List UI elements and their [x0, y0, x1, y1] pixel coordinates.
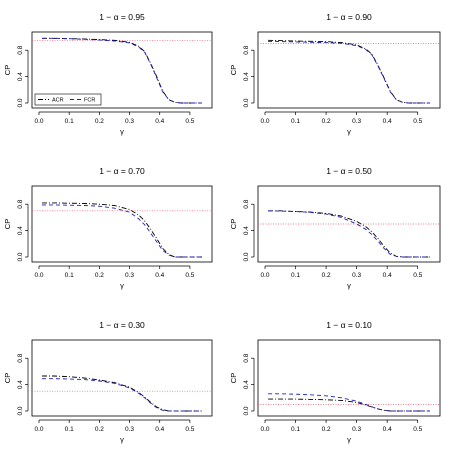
x-tick-label: 0.4: [383, 426, 392, 433]
legend-box: [34, 93, 102, 106]
x-tick-label: 0.5: [185, 118, 194, 125]
series-acr-line: [268, 39, 430, 104]
y-tick-label: 0.8: [243, 199, 250, 208]
plot-frame: [31, 31, 213, 109]
series-fcr-line: [42, 37, 202, 104]
y-tick-label: 0.4: [243, 72, 250, 81]
x-tick-label: 0.2: [95, 426, 104, 433]
y-axis-label: CP: [229, 373, 238, 383]
x-tick-label: 0.0: [260, 272, 269, 279]
x-tick-label: 0.1: [65, 426, 74, 433]
y-tick-label: 0.0: [17, 252, 24, 261]
x-tick-label: 0.0: [260, 426, 269, 433]
y-tick-label: 0.4: [243, 226, 250, 235]
panel-3: 1 − α = 0.70 0.0 0.1 0.2 0.3 0.4 0.5 γ 0.0 0.4 0.8…: [3, 166, 213, 290]
legend-label-fcr: FCR: [84, 98, 95, 104]
x-tick-label: 0.5: [185, 426, 194, 433]
x-tick-label: 0.0: [34, 272, 43, 279]
y-axis-label: CP: [3, 373, 12, 383]
x-tick-label: 0.4: [383, 272, 392, 279]
x-tick-label: 0.2: [95, 272, 104, 279]
y-tick-label: 0.8: [17, 45, 24, 54]
x-tick-label: 0.1: [291, 272, 300, 279]
series-fcr-line: [42, 378, 202, 412]
x-tick-label: 0.4: [155, 272, 164, 279]
x-tick-label: 0.2: [95, 118, 104, 125]
x-axis-label: γ: [347, 127, 351, 136]
x-tick-label: 0.4: [155, 426, 164, 433]
x-tick-label: 0.3: [352, 118, 361, 125]
panel-title: 1 − α = 0.95: [99, 12, 145, 22]
series-acr-line: [268, 210, 430, 258]
panel-title: 1 − α = 0.10: [326, 320, 372, 330]
x-tick-label: 0.2: [322, 272, 331, 279]
y-axis-label: CP: [3, 219, 12, 229]
y-tick-label: 0.8: [17, 199, 24, 208]
series-fcr-line: [42, 204, 202, 258]
panel-5: 1 − α = 0.30 0.0 0.1 0.2 0.3 0.4 0.5 γ 0.0 0.4 0.8…: [3, 320, 213, 444]
panel-title: 1 − α = 0.90: [326, 12, 372, 22]
series-acr-line: [42, 375, 202, 412]
x-tick-label: 0.4: [155, 118, 164, 125]
x-tick-label: 0.3: [352, 272, 361, 279]
series-acr-line: [268, 398, 430, 412]
y-axis-label: CP: [3, 65, 12, 75]
legend: ACR FCR: [34, 93, 102, 106]
y-tick-label: 0.4: [17, 380, 24, 389]
x-tick-label: 0.5: [413, 272, 422, 279]
x-tick-label: 0.3: [125, 272, 134, 279]
x-tick-label: 0.1: [291, 118, 300, 125]
y-tick-label: 0.0: [17, 406, 24, 415]
series-fcr-line: [268, 210, 430, 258]
panel-4: 1 − α = 0.50 0.0 0.1 0.2 0.3 0.4 0.5 γ 0.0 0.4 0.8…: [229, 166, 441, 290]
x-tick-label: 0.0: [34, 118, 43, 125]
panel-title: 1 − α = 0.50: [326, 166, 372, 176]
y-tick-label: 0.0: [17, 98, 24, 107]
x-tick-label: 0.0: [260, 118, 269, 125]
series-fcr-line: [268, 393, 430, 412]
y-tick-label: 0.4: [17, 226, 24, 235]
y-tick-label: 0.0: [243, 98, 250, 107]
x-tick-label: 0.5: [185, 272, 194, 279]
x-axis-label: γ: [347, 281, 351, 290]
y-tick-label: 0.8: [243, 45, 250, 54]
plot-frame: [257, 31, 441, 109]
x-tick-label: 0.5: [413, 426, 422, 433]
x-axis-label: γ: [120, 435, 124, 444]
x-axis-label: γ: [347, 435, 351, 444]
x-tick-label: 0.1: [291, 426, 300, 433]
plot-frame: [31, 185, 213, 263]
x-tick-label: 0.4: [383, 118, 392, 125]
legend-label-acr: ACR: [52, 98, 64, 104]
panel-1: 1 − α = 0.95 0.0 0.1 0.2 0.3 0.4 0.5 γ 0.0 0.4 0.8…: [3, 12, 213, 136]
x-tick-label: 0.5: [413, 118, 422, 125]
panel-6: 1 − α = 0.10 0.0 0.1 0.2 0.3 0.4 0.5 γ 0.0 0.4 0.8…: [229, 320, 441, 444]
y-tick-label: 0.0: [243, 252, 250, 261]
series-fcr-line: [268, 41, 430, 104]
y-axis-label: CP: [229, 219, 238, 229]
x-tick-label: 0.1: [65, 272, 74, 279]
y-tick-label: 0.4: [243, 380, 250, 389]
x-tick-label: 0.3: [125, 426, 134, 433]
x-tick-label: 0.3: [125, 118, 134, 125]
y-tick-label: 0.8: [243, 353, 250, 362]
y-tick-label: 0.4: [17, 72, 24, 81]
x-axis-label: γ: [120, 127, 124, 136]
plot-frame: [257, 339, 441, 417]
plot-frame: [31, 339, 213, 417]
y-tick-label: 0.8: [17, 353, 24, 362]
x-tick-label: 0.2: [322, 118, 331, 125]
panel-title: 1 − α = 0.30: [99, 320, 145, 330]
panel-2: 1 − α = 0.90 0.0 0.1 0.2 0.3 0.4 0.5 γ 0.0 0.4 0.8…: [229, 12, 441, 136]
x-tick-label: 0.3: [352, 426, 361, 433]
x-tick-label: 0.0: [34, 426, 43, 433]
panel-title: 1 − α = 0.70: [99, 166, 145, 176]
x-tick-label: 0.2: [322, 426, 331, 433]
y-tick-label: 0.0: [243, 406, 250, 415]
x-tick-label: 0.1: [65, 118, 74, 125]
y-axis-label: CP: [229, 65, 238, 75]
series-acr-line: [42, 37, 202, 104]
x-axis-label: γ: [120, 281, 124, 290]
